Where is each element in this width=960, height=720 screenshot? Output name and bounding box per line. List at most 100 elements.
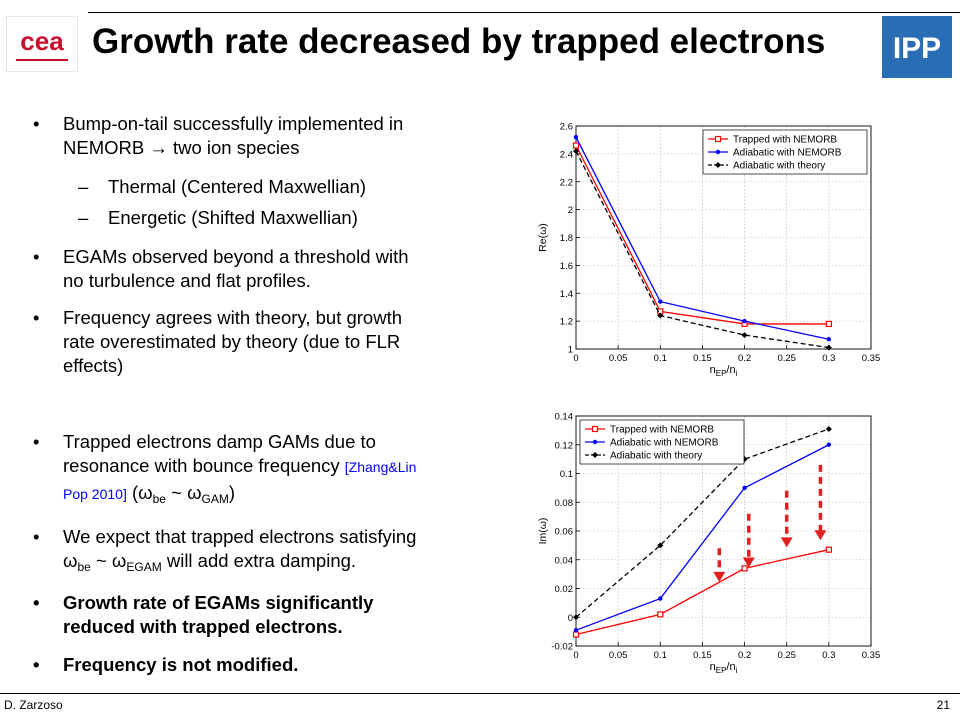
real-series-line bbox=[575, 145, 829, 325]
sub-bullet-text: Energetic (Shifted Maxwellian) bbox=[108, 207, 358, 228]
bullet-text: effects) bbox=[63, 355, 124, 376]
paren: ) bbox=[228, 482, 236, 503]
imag-data-point bbox=[572, 631, 580, 638]
sub-bullet-energetic: – Energetic (Shifted Maxwellian) bbox=[78, 206, 358, 230]
imag-series-line bbox=[575, 549, 829, 636]
real-frame bbox=[575, 125, 872, 350]
imag-ytick-label: 0.06 bbox=[555, 527, 574, 538]
omega-symbol: ω bbox=[111, 550, 127, 571]
bullet-text: Frequency agrees with theory, but growth bbox=[63, 307, 402, 328]
bullet-text: We expect that trapped electrons satisfy… bbox=[63, 526, 417, 547]
imag-xtick-label: 0.2 bbox=[738, 650, 751, 661]
imag-ytick-label: 0.08 bbox=[555, 498, 574, 509]
imag-ytick-label: 0.04 bbox=[555, 555, 574, 566]
real-data-point bbox=[826, 337, 832, 342]
imag-data-point bbox=[741, 565, 748, 572]
sub-bullet-thermal: – Thermal (Centered Maxwellian) bbox=[78, 175, 367, 199]
real-xtick-label: 0.1 bbox=[654, 353, 667, 364]
imag-arrow-head bbox=[814, 530, 827, 541]
imag-xtick-label: 0.25 bbox=[777, 650, 796, 661]
imag-legend-label: Adiabatic with theory bbox=[610, 451, 702, 462]
bullet-text: will add extra damping. bbox=[166, 550, 357, 571]
bullet-text-line: Pop 2010] (ωbe ~ ωGAM) bbox=[63, 481, 416, 511]
real-ytick-label: 1.4 bbox=[560, 289, 573, 300]
imag-arrow-head bbox=[713, 571, 726, 582]
subscript: GAM bbox=[201, 492, 229, 506]
imag-xtick-label: 0.1 bbox=[654, 650, 667, 661]
bullet-text: reduced with trapped electrons. bbox=[63, 616, 343, 637]
real-ytick-label: 2.6 bbox=[560, 122, 573, 133]
real-ytick-label: 1.2 bbox=[560, 317, 573, 328]
imag-damping-arrow bbox=[780, 490, 793, 548]
imag-damping-arrow bbox=[713, 548, 726, 582]
bullet-marker: • bbox=[33, 526, 40, 547]
imag-data-point bbox=[657, 542, 664, 549]
real-legend-marker bbox=[715, 162, 721, 168]
real-ytick-label: 2.2 bbox=[560, 177, 573, 188]
footer-rule bbox=[0, 693, 960, 694]
bullet-text-line: ωbe ~ ωEGAM will add extra damping. bbox=[63, 549, 416, 579]
real-legend-label: Adiabatic with theory bbox=[733, 161, 825, 172]
bullet-text-line: resonance with bounce frequency [Zhang&L… bbox=[63, 454, 416, 479]
real-legend-box bbox=[702, 129, 868, 175]
real-xtick-label: 0.3 bbox=[822, 353, 835, 364]
imag-arrow-head bbox=[742, 557, 755, 568]
omega-symbol: ω bbox=[138, 482, 153, 503]
page-number: 21 bbox=[936, 698, 950, 712]
real-data-point bbox=[658, 299, 663, 304]
sub-bullet-text: Thermal (Centered Maxwellian) bbox=[108, 176, 367, 197]
imag-legend-label: Adiabatic with NEMORB bbox=[610, 438, 719, 449]
imag-ytick-label: 0.12 bbox=[555, 440, 574, 451]
real-data-point bbox=[573, 148, 579, 155]
real-legend-label: Trapped with NEMORB bbox=[733, 135, 837, 146]
imag-damping-arrow bbox=[742, 513, 755, 568]
imag-data-point bbox=[658, 596, 663, 601]
citation: [Zhang&Lin bbox=[344, 459, 417, 475]
imag-ytick-label: 0.14 bbox=[555, 412, 574, 423]
cea-logo-text: cea bbox=[20, 26, 64, 56]
header-rule bbox=[88, 12, 960, 13]
bullet-text: NEMORB → two ion species bbox=[63, 137, 300, 158]
bullet-frequency-not-modified: • Frequency is not modified. bbox=[33, 653, 298, 677]
bullet-marker: • bbox=[33, 431, 40, 452]
real-xtick-label: 0.2 bbox=[738, 353, 751, 364]
chart-real-frequency: 0 0.05 0.1 0.15 0.2 0.25 0.3 0.35 1 1.2 1.4 1.6 1.8 2… bbox=[537, 122, 880, 379]
imag-data-point bbox=[742, 485, 747, 491]
page-title: Growth rate decreased by trapped electro… bbox=[92, 22, 826, 61]
real-ytick-label: 1 bbox=[568, 345, 573, 356]
cea-logo: cea bbox=[6, 16, 78, 72]
bullet-marker: • bbox=[33, 246, 40, 267]
imag-ytick-label: -0.02 bbox=[551, 642, 573, 653]
bullet-nemorb: • Bump-on-tail successfully implemented … bbox=[33, 112, 404, 160]
imag-series-2 bbox=[573, 425, 832, 621]
imag-legend: Trapped with NEMORB Adiabatic with NEMORB… bbox=[579, 419, 745, 465]
real-ytick-label: 1.8 bbox=[560, 233, 573, 244]
sim-symbol: ~ bbox=[171, 482, 182, 503]
bullet-marker: • bbox=[33, 113, 40, 134]
ipp-logo-text: IPP bbox=[893, 32, 941, 65]
real-series-line bbox=[575, 136, 829, 340]
imag-series-line bbox=[575, 444, 830, 631]
imag-legend-marker bbox=[591, 425, 599, 433]
imag-data-point bbox=[573, 614, 579, 621]
real-data-point bbox=[742, 318, 747, 324]
imag-data-point bbox=[657, 611, 664, 618]
imag-legend-label: Trapped with NEMORB bbox=[610, 425, 714, 436]
imag-xlabel: nEP/ni bbox=[710, 661, 738, 675]
real-data-point bbox=[825, 320, 832, 328]
real-xtick-label: 0.15 bbox=[693, 353, 712, 364]
bullet-text: Bump-on-tail successfully implemented in bbox=[63, 113, 404, 134]
omega-symbol: ω bbox=[187, 482, 202, 503]
real-series-1 bbox=[573, 134, 832, 342]
bullet-trapped-damp: • Trapped electrons damp GAMs due to res… bbox=[33, 430, 416, 511]
dash-marker: – bbox=[78, 207, 89, 228]
bullet-text: no turbulence and flat profiles. bbox=[63, 270, 311, 291]
dash-marker: – bbox=[78, 176, 89, 197]
real-data-point bbox=[572, 142, 580, 149]
imag-legend-marker bbox=[592, 452, 598, 458]
real-legend-marker bbox=[715, 149, 721, 155]
imag-xtick-label: 0.15 bbox=[693, 650, 712, 661]
real-data-point bbox=[573, 134, 579, 140]
bullet-text: EGAMs observed beyond a threshold with bbox=[63, 246, 409, 267]
bullet-marker: • bbox=[33, 654, 40, 675]
